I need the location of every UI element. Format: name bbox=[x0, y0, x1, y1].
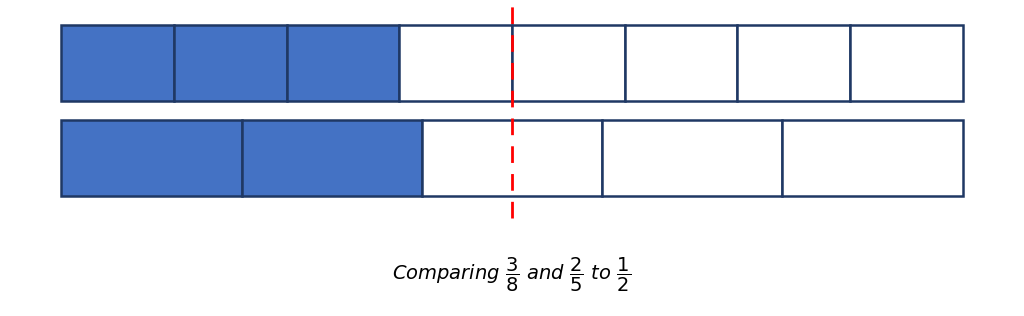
Bar bbox=[174, 25, 287, 101]
Text: $\mathit{Comparing}\ \dfrac{3}{8}\ \mathit{and}\ \dfrac{2}{5}\ \mathit{to}\ \dfr: $\mathit{Comparing}\ \dfrac{3}{8}\ \math… bbox=[392, 256, 632, 294]
Bar bbox=[287, 25, 399, 101]
Bar bbox=[242, 120, 422, 196]
Bar bbox=[782, 120, 963, 196]
Bar bbox=[61, 25, 174, 101]
Bar bbox=[737, 25, 850, 101]
Bar bbox=[512, 25, 625, 101]
Bar bbox=[399, 25, 512, 101]
Bar bbox=[625, 25, 737, 101]
Bar bbox=[602, 120, 782, 196]
Bar bbox=[61, 120, 242, 196]
Bar bbox=[422, 120, 602, 196]
Bar bbox=[850, 25, 963, 101]
